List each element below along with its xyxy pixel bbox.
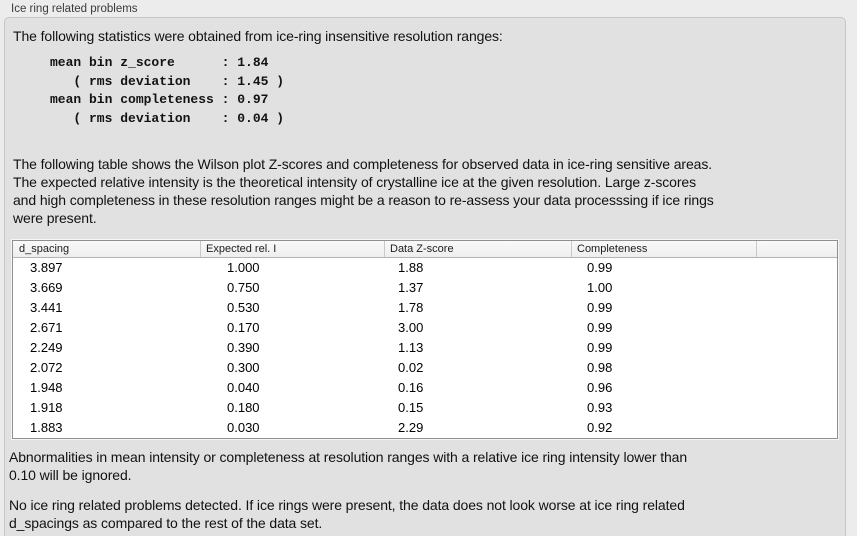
table-cell: 0.030	[227, 420, 260, 435]
table-cell: 2.671	[30, 320, 63, 335]
table-cell	[757, 398, 837, 418]
text-line: The expected relative intensity is the t…	[13, 174, 697, 190]
text-line: mean bin completeness : 0.97	[50, 92, 269, 107]
table-cell: 0.170	[227, 320, 260, 335]
table-cell: 3.669	[30, 280, 63, 295]
table-row[interactable]: 1.883 0.030 2.29 0.92	[13, 418, 837, 438]
table-row[interactable]: 1.918 0.180 0.15 0.93	[13, 398, 837, 418]
table-cell: 0.99	[587, 260, 613, 275]
table-cell	[757, 418, 837, 438]
table-cell	[757, 318, 837, 338]
table-cell	[757, 378, 837, 398]
table-cell	[757, 258, 837, 278]
table-cell: 2.249	[30, 340, 63, 355]
table-row[interactable]: 3.669 0.750 1.37 1.00	[13, 278, 837, 298]
ignored-ranges-note: Abnormalities in mean intensity or compl…	[9, 448, 687, 484]
table-cell: 0.16	[398, 380, 424, 395]
ice-ring-table[interactable]: d_spacing Expected rel. I Data Z-score C…	[11, 239, 839, 440]
table-cell: 2.29	[398, 420, 424, 435]
table-cell: 3.441	[30, 300, 63, 315]
table-cell: 1.78	[398, 300, 424, 315]
column-header-expected-rel-i[interactable]: Expected rel. I	[201, 241, 385, 257]
summary-stats-block: mean bin z_score : 1.84 ( rms deviation …	[50, 54, 284, 128]
table-cell: 1.883	[30, 420, 63, 435]
table-cell: 2.072	[30, 360, 63, 375]
text-line: d_spacings as compared to the rest of th…	[9, 515, 323, 531]
table-cell: 3.897	[30, 260, 63, 275]
text-line: mean bin z_score : 1.84	[50, 55, 269, 70]
text-line: The following table shows the Wilson plo…	[13, 156, 713, 172]
table-cell: 0.15	[398, 400, 424, 415]
table-cell: 1.13	[398, 340, 424, 355]
table-row[interactable]: 2.072 0.300 0.02 0.98	[13, 358, 837, 378]
text-line: No ice ring related problems detected. I…	[9, 497, 685, 513]
table-cell: 0.390	[227, 340, 260, 355]
table-cell: 0.300	[227, 360, 260, 375]
table-cell: 0.99	[587, 320, 613, 335]
table-cell: 1.88	[398, 260, 424, 275]
table-description-text: The following table shows the Wilson plo…	[13, 155, 714, 227]
table-cell	[757, 298, 837, 318]
table-cell: 1.000	[227, 260, 260, 275]
column-header-empty	[757, 241, 837, 257]
table-cell: 3.00	[398, 320, 424, 335]
text-line: and high completeness in these resolutio…	[13, 192, 714, 208]
table-cell: 0.99	[587, 300, 613, 315]
table-cell: 0.750	[227, 280, 260, 295]
column-header-data-z-score[interactable]: Data Z-score	[385, 241, 572, 257]
table-cell: 0.02	[398, 360, 424, 375]
table-cell: 1.37	[398, 280, 424, 295]
table-cell: 0.92	[587, 420, 613, 435]
table-row[interactable]: 2.249 0.390 1.13 0.99	[13, 338, 837, 358]
table-header-row: d_spacing Expected rel. I Data Z-score C…	[13, 241, 837, 258]
table-cell: 0.99	[587, 340, 613, 355]
table-cell: 1.918	[30, 400, 63, 415]
table-cell: 0.98	[587, 360, 613, 375]
text-line: ( rms deviation : 1.45 )	[50, 73, 285, 89]
table-cell: 1.948	[30, 380, 63, 395]
text-line: 0.10 will be ignored.	[9, 467, 132, 483]
table-row[interactable]: 3.441 0.530 1.78 0.99	[13, 298, 837, 318]
groupbox-title: Ice ring related problems	[11, 3, 138, 15]
table-cell: 0.040	[227, 380, 260, 395]
column-header-d-spacing[interactable]: d_spacing	[13, 241, 201, 257]
table-cell	[757, 358, 837, 378]
table-cell: 0.180	[227, 400, 260, 415]
table-cell: 0.530	[227, 300, 260, 315]
no-problems-detected-note: No ice ring related problems detected. I…	[9, 496, 685, 532]
table-row[interactable]: 2.671 0.170 3.00 0.99	[13, 318, 837, 338]
table-cell	[757, 278, 837, 298]
table-cell: 1.00	[587, 280, 613, 295]
text-line: were present.	[13, 210, 97, 226]
table-cell: 0.93	[587, 400, 613, 415]
table-cell: 0.96	[587, 380, 613, 395]
table-cell	[757, 338, 837, 358]
table-body: 3.897 1.000 1.88 0.99 3.669 0.750 1.37 1.00 3.44…	[13, 258, 837, 438]
intro-text: The following statistics were obtained f…	[13, 28, 503, 44]
table-row[interactable]: 3.897 1.000 1.88 0.99	[13, 258, 837, 278]
column-header-completeness[interactable]: Completeness	[572, 241, 757, 257]
table-row[interactable]: 1.948 0.040 0.16 0.96	[13, 378, 837, 398]
text-line: Abnormalities in mean intensity or compl…	[9, 449, 688, 465]
text-line: ( rms deviation : 0.04 )	[50, 110, 285, 126]
